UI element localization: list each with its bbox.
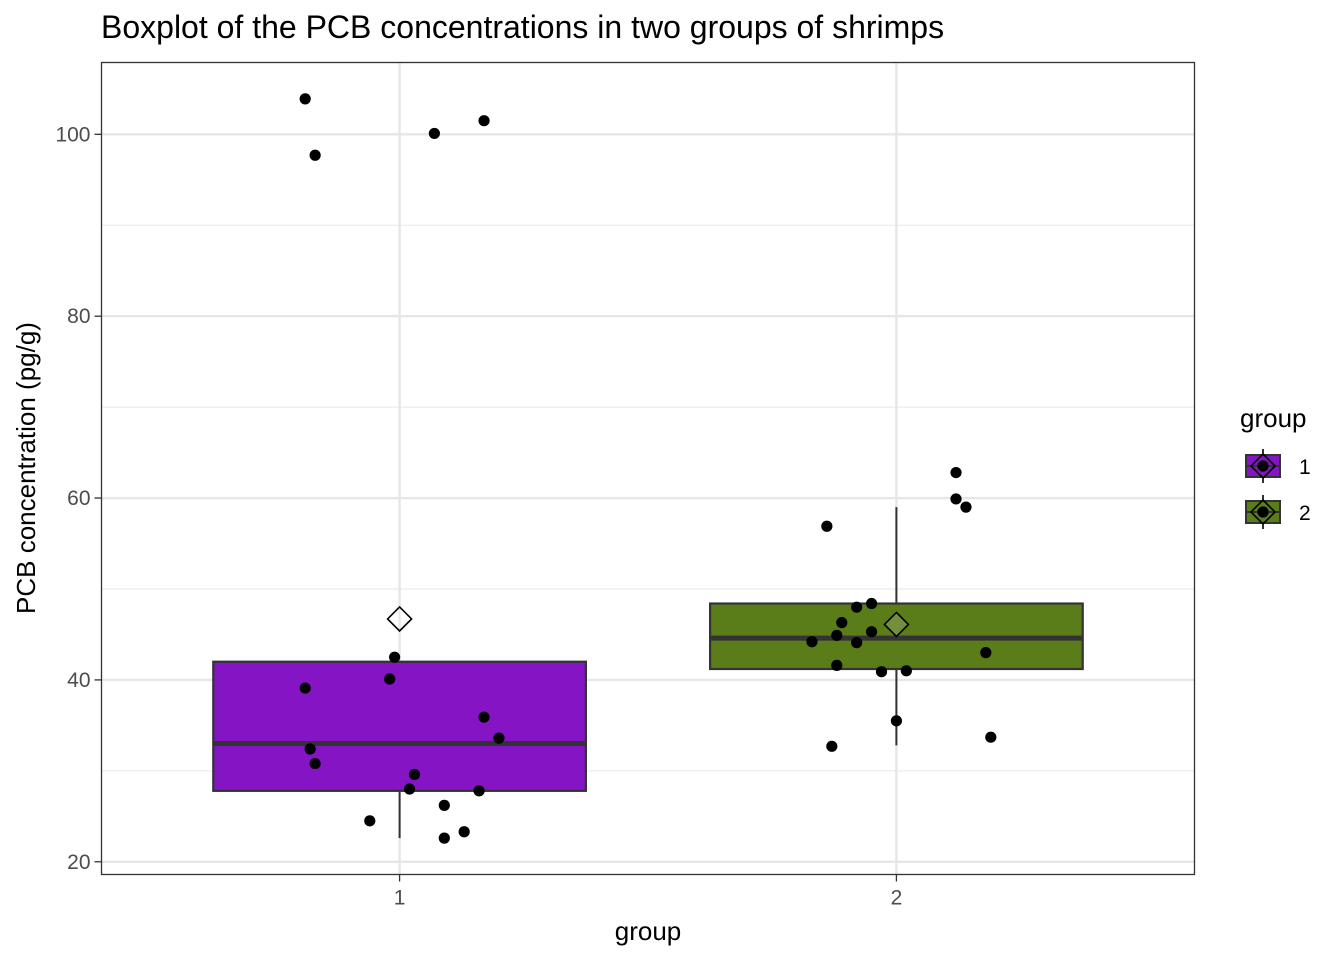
legend-point (1257, 460, 1269, 472)
plot-border (100, 61, 1196, 876)
data-point (851, 601, 863, 613)
data-point (831, 629, 843, 641)
data-point (890, 715, 903, 727)
data-point (364, 815, 376, 827)
data-points (299, 93, 997, 844)
legend-keys: 12 (1245, 449, 1311, 529)
data-point (851, 637, 863, 649)
data-point (900, 665, 912, 677)
data-point (473, 785, 485, 797)
data-point (806, 636, 818, 648)
data-point (493, 732, 505, 744)
y-tick-label: 80 (67, 305, 90, 328)
data-point (875, 666, 888, 678)
mean-marker (883, 611, 910, 638)
plot-panel (100, 61, 1196, 876)
y-tick-label: 40 (67, 669, 90, 692)
data-point (408, 768, 421, 781)
data-point (438, 799, 450, 811)
data-point (403, 783, 416, 795)
data-point (438, 832, 450, 844)
mean-markers (386, 605, 910, 638)
data-point (478, 711, 490, 723)
data-point (950, 466, 962, 479)
y-axis-title: PCB concentration (pg/g) (11, 322, 41, 614)
legend-mean-marker (1249, 498, 1277, 526)
data-point (865, 626, 878, 638)
x-tick-label: 1 (394, 887, 406, 910)
legend-label: 1 (1299, 456, 1311, 479)
y-axis: 20 40 60 80 100 (55, 123, 102, 874)
legend-label: 2 (1299, 502, 1311, 525)
legend-mean-marker (1249, 452, 1277, 480)
mean-marker (386, 605, 413, 633)
data-point (428, 127, 440, 140)
y-tick-label: 60 (67, 487, 90, 510)
data-point (960, 501, 972, 513)
data-point (309, 757, 321, 770)
box (212, 660, 587, 792)
data-point (304, 743, 316, 755)
data-point (985, 731, 997, 743)
legend: group 12 (1240, 403, 1311, 529)
data-point (950, 493, 962, 505)
chart-title: Boxplot of the PCB concentrations in two… (101, 9, 944, 45)
data-point (826, 740, 838, 752)
data-point (299, 682, 311, 694)
data-point (384, 673, 396, 685)
x-axis-title: group (615, 916, 682, 946)
legend-point (1257, 506, 1269, 518)
data-point (299, 93, 311, 105)
data-point (831, 659, 843, 671)
x-tick-label: 2 (891, 887, 903, 910)
data-point (389, 651, 401, 663)
y-tick-label: 20 (67, 851, 90, 874)
data-point (836, 617, 848, 629)
data-point (980, 647, 992, 659)
data-point (458, 826, 470, 838)
data-point (865, 597, 878, 610)
y-tick-label: 100 (55, 123, 90, 146)
data-point (478, 115, 490, 127)
data-point (821, 520, 833, 532)
legend-title: group (1240, 403, 1307, 433)
boxes (212, 507, 1084, 839)
data-point (309, 149, 321, 161)
